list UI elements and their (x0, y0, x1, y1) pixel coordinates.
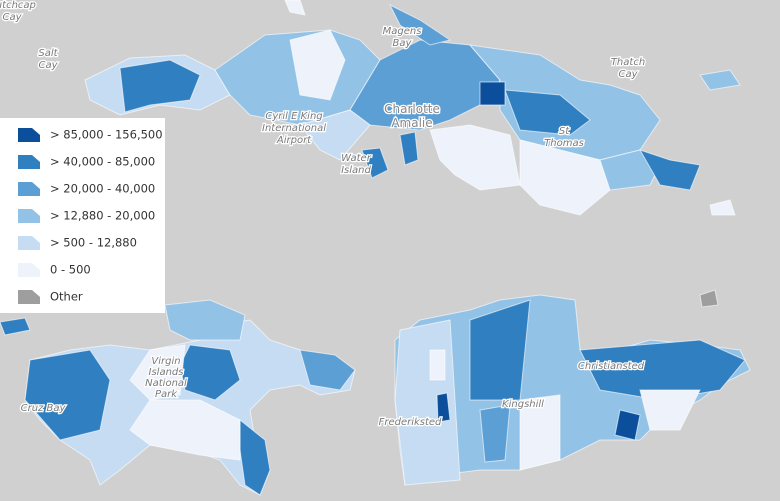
region (129, 344, 186, 401)
region (479, 81, 506, 106)
legend-swatch (18, 290, 40, 304)
legend: > 85,000 - 156,500 > 40,000 - 85,000 > 20,… (0, 118, 165, 313)
regions (0, 0, 751, 496)
region (394, 319, 461, 486)
region (519, 394, 561, 471)
place-label: Cyril E King (265, 111, 322, 122)
place-label: Charlotte (384, 102, 440, 116)
region (639, 389, 701, 431)
legend-label: > 500 - 12,880 (50, 236, 137, 250)
legend-swatch (18, 209, 40, 223)
region (429, 124, 521, 191)
region (519, 139, 611, 216)
place-label: Cay (38, 60, 58, 71)
region (289, 29, 346, 101)
region (436, 392, 451, 423)
legend-label: > 85,000 - 156,500 (50, 128, 163, 142)
region (388, 3, 452, 46)
place-label: Christiansted (578, 361, 645, 372)
place-label: Cay (618, 69, 638, 80)
region (399, 131, 419, 166)
legend-swatch (18, 155, 40, 169)
region (579, 339, 746, 401)
region (299, 349, 356, 391)
legend-label: > 40,000 - 85,000 (50, 155, 155, 169)
region (699, 69, 741, 91)
region (0, 317, 31, 336)
legend-swatch (18, 263, 40, 277)
place-label: Amalie (391, 116, 432, 130)
place-label: National (145, 378, 187, 389)
place-label: Cay (2, 12, 22, 23)
place-label: Airport (276, 135, 312, 146)
region (164, 299, 246, 341)
place-label: Thomas (544, 138, 584, 149)
place-label: Virgin (151, 356, 180, 367)
place-label: International (262, 123, 326, 134)
region (24, 349, 111, 441)
legend-label: > 12,880 - 20,000 (50, 209, 155, 223)
region (299, 109, 371, 161)
place-labels: Dutchcap Cay Salt Cay Magens Bay Thatch … (0, 0, 646, 429)
region (479, 404, 511, 463)
region (429, 349, 446, 381)
legend-swatch (18, 236, 40, 250)
place-label: Frederiksted (379, 417, 442, 428)
place-label: Magens (383, 26, 422, 37)
region (129, 399, 241, 461)
region (709, 199, 736, 216)
place-label: Salt (38, 48, 58, 59)
region (614, 409, 641, 441)
region (699, 289, 719, 308)
legend-label: Other (50, 290, 83, 304)
region (504, 89, 591, 136)
legend-swatch (18, 128, 40, 142)
legend-label: > 20,000 - 40,000 (50, 182, 155, 196)
place-label: Kingshill (502, 399, 544, 410)
region (284, 0, 306, 16)
region (119, 59, 201, 113)
place-label: Island (341, 165, 371, 176)
place-label: St (559, 126, 570, 137)
place-label: Dutchcap (0, 0, 36, 11)
place-label: Thatch (611, 57, 645, 68)
legend-label: 0 - 500 (50, 263, 91, 277)
place-label: Bay (393, 38, 413, 49)
region (638, 149, 701, 191)
place-label: Cruz Bay (21, 403, 67, 414)
place-label: Park (155, 389, 178, 400)
place-label: Islands (149, 367, 184, 378)
legend-swatch (18, 182, 40, 196)
place-label: Water (341, 153, 372, 164)
region (361, 147, 389, 179)
region (239, 418, 271, 496)
